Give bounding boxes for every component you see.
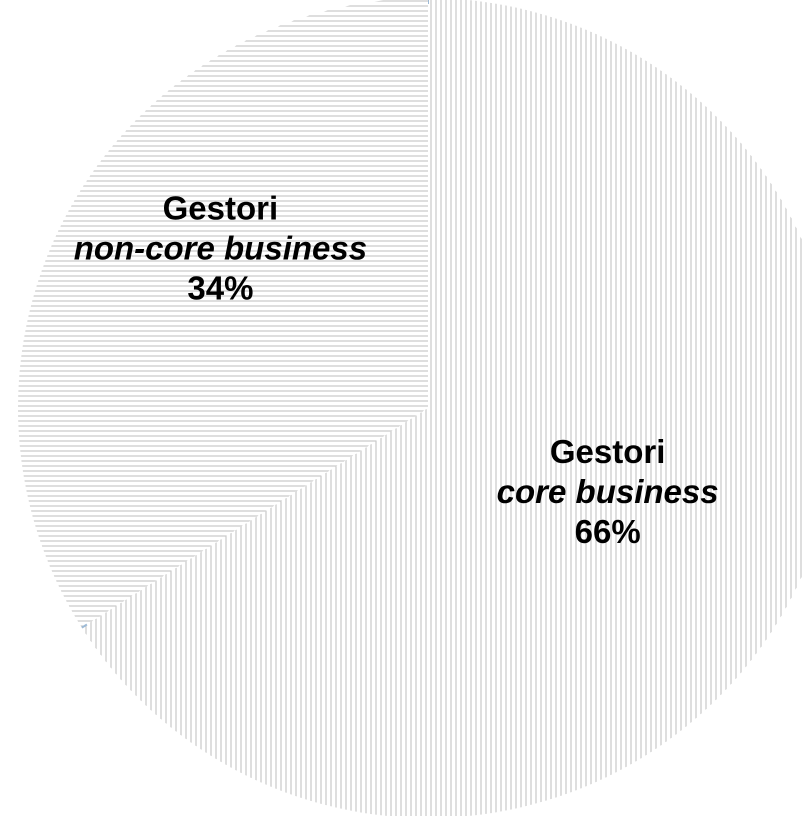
slice-label-core-business: Gestori core business 66%	[497, 433, 719, 550]
slice-edge-mark	[81, 623, 88, 629]
pie-slice-non-core-business	[18, 0, 428, 628]
slice-value-label: 66%	[575, 513, 641, 550]
pie-slice-core-business	[81, 0, 805, 816]
slice-value-label: 34%	[187, 269, 253, 306]
pie-slices	[18, 0, 805, 816]
slice-label-subtitle: non-core business	[74, 229, 367, 266]
slice-label-title: Gestori	[550, 433, 666, 470]
slice-label-non-core-business: Gestori non-core business 34%	[74, 189, 367, 306]
slice-label-subtitle: core business	[497, 473, 719, 510]
slice-label-title: Gestori	[163, 189, 279, 226]
pie-labels: Gestori core business 66%Gestori non-core b…	[74, 189, 719, 549]
